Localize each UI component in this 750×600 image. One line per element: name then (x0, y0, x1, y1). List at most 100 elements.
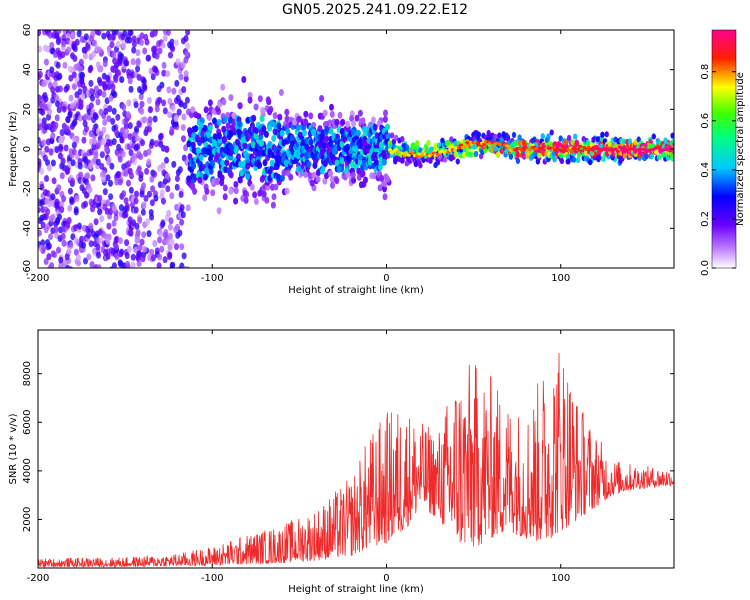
heatmap-cell (66, 217, 72, 224)
heatmap-cell (150, 73, 156, 81)
heatmap-cell (317, 125, 323, 133)
heatmap-cell (50, 250, 56, 258)
heatmap-cell (212, 133, 218, 141)
heatmap-peak (394, 147, 399, 152)
heatmap-cell (88, 64, 94, 72)
heatmap-peak (540, 147, 545, 151)
heatmap-cell (127, 133, 133, 141)
heatmap-cell (532, 136, 537, 143)
heatmap-cell (286, 150, 292, 158)
heatmap-cell (64, 125, 70, 133)
heatmap-cell (38, 70, 43, 78)
heatmap-cell (157, 236, 163, 244)
heatmap-cell (168, 51, 173, 59)
heatmap-cell (118, 250, 124, 258)
heatmap-cell (497, 132, 502, 139)
heatmap-cell (236, 153, 241, 161)
colorbar-label: Normalized spectral amplitude (735, 72, 746, 226)
heatmap-cell (59, 129, 65, 136)
heatmap-cell (385, 133, 391, 141)
heatmap-cell (66, 46, 72, 54)
heatmap-cell (152, 45, 158, 53)
heatmap-cell (161, 99, 167, 107)
heatmap-cell (418, 162, 423, 169)
heatmap-cell (93, 85, 99, 93)
heatmap-cell (566, 158, 571, 165)
heatmap-cell (55, 268, 60, 275)
heatmap-cell (261, 190, 267, 198)
heatmap-cell (670, 132, 674, 139)
heatmap-cell (88, 35, 94, 43)
heatmap-cell (275, 149, 281, 157)
heatmap-cell (47, 31, 53, 39)
heatmap-cell (114, 129, 119, 137)
heatmap-cell (141, 245, 147, 253)
heatmap-cell (50, 193, 56, 201)
heatmap-cell (184, 96, 190, 104)
heatmap-cell (138, 153, 144, 161)
heatmap-cell (45, 208, 51, 216)
heatmap-cell (71, 141, 77, 149)
heatmap-peak (465, 141, 470, 145)
heatmap-cell (83, 33, 89, 41)
heatmap-cell (334, 177, 340, 185)
heatmap-cell (80, 71, 86, 79)
heatmap-cell (253, 103, 259, 111)
heatmap-cell (145, 218, 151, 226)
colorbar-tick-label: 0.6 (700, 113, 711, 129)
heatmap-cell (373, 158, 379, 166)
heatmap-cell (55, 61, 61, 69)
heatmap-cell (385, 175, 391, 183)
heatmap-cell (191, 162, 197, 170)
heatmap-cell (65, 264, 71, 268)
heatmap-cell (86, 253, 92, 261)
heatmap-cell (233, 197, 239, 205)
heatmap-cell (123, 197, 129, 205)
heatmap-cell (50, 86, 56, 94)
heatmap-cell (284, 115, 290, 123)
heatmap-cell (51, 177, 57, 185)
heatmap-cell (149, 138, 155, 146)
heatmap-cell (64, 253, 70, 261)
heatmap-cell (157, 253, 163, 261)
heatmap-cell (140, 255, 146, 263)
heatmap-cell (261, 149, 267, 157)
heatmap-cell (58, 137, 64, 144)
heatmap-cell (322, 109, 328, 117)
heatmap-cell (57, 152, 63, 160)
heatmap-cell (124, 128, 129, 136)
heatmap-cell (81, 136, 87, 144)
heatmap-cell (190, 106, 196, 114)
heatmap-cell (207, 99, 213, 107)
heatmap-cell (185, 30, 191, 36)
x-tick-label: 100 (551, 573, 570, 584)
heatmap-cell (110, 83, 116, 91)
heatmap-cell (130, 58, 136, 66)
heatmap-cell (121, 190, 127, 198)
heatmap-cell (105, 174, 111, 182)
heatmap-cell (322, 160, 328, 167)
heatmap-cell (100, 138, 106, 145)
heatmap-cell (57, 213, 62, 221)
heatmap-cell (353, 162, 359, 170)
heatmap-cell (103, 108, 109, 115)
heatmap-cell (57, 72, 63, 80)
spectrogram-xlabel: Height of straight line (km) (288, 285, 424, 296)
heatmap-cell (102, 188, 108, 196)
heatmap-cell (508, 153, 514, 160)
heatmap-cell (81, 241, 86, 249)
heatmap-cell (167, 97, 173, 105)
heatmap-cell (549, 141, 554, 148)
heatmap-cell (55, 100, 60, 108)
heatmap-cell (165, 185, 171, 193)
heatmap-cell (61, 195, 67, 203)
heatmap-cell (661, 151, 666, 158)
heatmap-cell (247, 91, 253, 99)
heatmap-cell (44, 30, 50, 34)
heatmap-cell (67, 111, 73, 119)
heatmap-cell (64, 167, 70, 175)
heatmap-cell (159, 245, 165, 253)
heatmap-cell (141, 182, 147, 190)
heatmap-cell (225, 122, 231, 130)
heatmap-cell (146, 148, 152, 156)
